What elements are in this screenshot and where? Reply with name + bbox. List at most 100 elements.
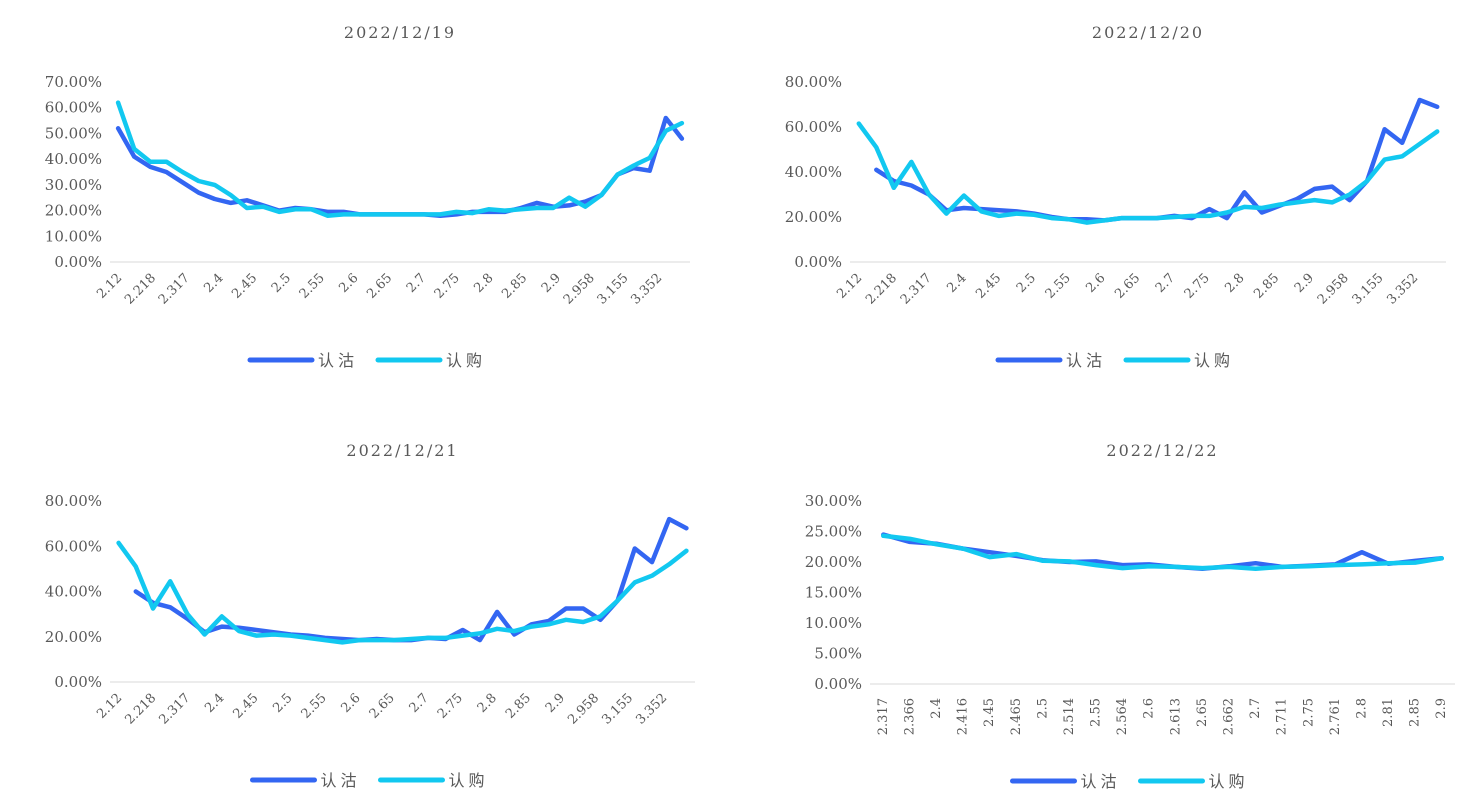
- line-chart-1221: 2022/12/21 0.00% 20.00% 40.00% 60.00% 80.00% 2…: [45, 441, 695, 790]
- series-line-call: [856, 121, 1440, 225]
- x-tick-label: 2.9: [1434, 698, 1449, 719]
- x-tick-label: 2.75: [435, 691, 466, 722]
- x-tick-label: 2.81: [1381, 698, 1396, 727]
- y-tick-label: 20.00%: [785, 208, 842, 226]
- chart-panel-1221: 2022/12/21 0.00% 20.00% 40.00% 60.00% 80.00% 2…: [0, 420, 740, 807]
- x-tick-label: 2.317: [876, 698, 891, 735]
- legend-put: 认沽: [995, 351, 1106, 370]
- x-tick-label: 2.65: [1195, 698, 1210, 727]
- x-tick-label: 2.7: [407, 691, 432, 716]
- legend-call-label: 认购: [1209, 772, 1249, 791]
- x-tick-label: 2.317: [898, 271, 935, 308]
- x-tick-label: 2.9: [1292, 271, 1317, 296]
- x-tick-label: 2.12: [834, 271, 865, 302]
- x-tick-label: 2.7: [404, 271, 429, 296]
- y-tick-label: 20.00%: [805, 553, 862, 571]
- chart-panel-1219: 2022/12/19 0.00% 10.00% 20.00% 30.00% 40.00% 5…: [0, 0, 740, 400]
- x-tick-label: 2.366: [902, 698, 917, 735]
- x-tick-label: 2.218: [122, 691, 159, 728]
- x-tick-label: 2.75: [1182, 271, 1213, 302]
- x-tick-label: 2.218: [863, 271, 900, 308]
- x-tick-label: 2.85: [1251, 271, 1282, 302]
- x-tick-label: 2.5: [269, 271, 294, 296]
- y-tick-label: 0.00%: [814, 675, 862, 693]
- x-tick-label: 2.564: [1115, 698, 1130, 735]
- y-tick-label: 20.00%: [45, 628, 102, 646]
- x-tick-label: 2.4: [202, 691, 227, 716]
- x-tick-label: 2.65: [364, 271, 395, 302]
- x-tick-label: 2.416: [956, 698, 971, 735]
- legend-call: 认购: [1138, 772, 1249, 791]
- x-tick-label: 2.8: [475, 691, 500, 716]
- y-tick-label: 60.00%: [45, 99, 102, 117]
- x-tick-label: 2.7: [1153, 271, 1178, 296]
- x-tick-label: 2.6: [339, 691, 364, 716]
- legend-put-label: 认沽: [1081, 772, 1121, 791]
- x-tick-label: 2.4: [929, 698, 944, 719]
- x-tick-label: 2.6: [1083, 271, 1108, 296]
- x-tick-label: 2.958: [561, 271, 598, 308]
- legend-call-label: 认购: [446, 351, 486, 370]
- y-tick-label: 40.00%: [45, 150, 102, 168]
- x-tick-label: 2.65: [1112, 271, 1143, 302]
- x-tick-label: 2.85: [499, 271, 530, 302]
- legend-put: 认沽: [247, 351, 358, 370]
- y-tick-label: 5.00%: [814, 645, 862, 663]
- x-tick-label: 2.55: [1089, 698, 1104, 727]
- x-tick-label: 2.8: [471, 271, 496, 296]
- x-tick-label: 2.9: [543, 691, 568, 716]
- x-tick-label: 2.9: [539, 271, 564, 296]
- series-line-put: [115, 115, 685, 218]
- x-tick-label: 2.317: [156, 271, 193, 308]
- x-tick-label: 2.55: [1043, 271, 1074, 302]
- y-tick-label: 10.00%: [805, 614, 862, 632]
- legend-put-label: 认沽: [321, 771, 361, 790]
- y-tick-label: 10.00%: [45, 227, 102, 245]
- legend-call: 认购: [1123, 351, 1234, 370]
- x-tick-label: 3.352: [1384, 271, 1421, 308]
- x-tick-label: 2.8: [1354, 698, 1369, 719]
- line-chart-1220: 2022/12/20 0.00% 20.00% 40.00% 60.00% 80.00% 2…: [785, 23, 1446, 370]
- y-tick-label: 70.00%: [45, 73, 102, 91]
- y-tick-label: 50.00%: [45, 124, 102, 142]
- y-tick-label: 30.00%: [805, 492, 862, 510]
- x-tick-label: 2.4: [201, 271, 226, 296]
- chart-title: 2022/12/22: [1106, 441, 1218, 460]
- x-tick-label: 3.155: [599, 691, 636, 728]
- x-tick-label: 2.75: [432, 271, 463, 302]
- x-tick-label: 2.761: [1328, 698, 1343, 735]
- legend-put-label: 认沽: [1066, 351, 1106, 370]
- y-tick-label: 40.00%: [785, 163, 842, 181]
- x-tick-label: 3.155: [1350, 271, 1387, 308]
- x-tick-label: 2.45: [982, 698, 997, 727]
- x-tick-label: 2.514: [1062, 698, 1077, 735]
- legend-call: 认购: [378, 771, 489, 790]
- chart-panel-1222: 2022/12/22 0.00% 5.00% 10.00% 15.00% 20.00% 25…: [740, 420, 1479, 807]
- x-tick-label: 2.5: [1014, 271, 1039, 296]
- series-line-call: [115, 100, 685, 218]
- x-tick-label: 2.12: [94, 271, 125, 302]
- legend-call-label: 认购: [449, 771, 489, 790]
- line-chart-1222: 2022/12/22 0.00% 5.00% 10.00% 15.00% 20.00% 25…: [805, 441, 1455, 791]
- x-tick-label: 2.55: [299, 691, 330, 722]
- series-line-call: [881, 533, 1444, 571]
- x-tick-label: 2.45: [973, 271, 1004, 302]
- line-chart-1219: 2022/12/19 0.00% 10.00% 20.00% 30.00% 40.00% 5…: [45, 23, 690, 370]
- chart-title: 2022/12/20: [1092, 23, 1204, 42]
- legend-call-label: 认购: [1194, 351, 1234, 370]
- x-tick-label: 2.7: [1248, 698, 1263, 719]
- x-tick-label: 2.218: [122, 271, 159, 308]
- y-tick-label: 0.00%: [54, 673, 102, 691]
- y-tick-label: 0.00%: [54, 253, 102, 271]
- x-tick-label: 2.65: [367, 691, 398, 722]
- series-line-call: [116, 540, 689, 645]
- x-tick-label: 2.4: [944, 271, 969, 296]
- x-tick-label: 2.613: [1168, 698, 1183, 735]
- x-tick-label: 2.85: [1408, 698, 1423, 727]
- x-tick-label: 2.85: [503, 691, 534, 722]
- x-tick-label: 2.55: [297, 271, 328, 302]
- legend-put: 认沽: [250, 771, 361, 790]
- legend-put-label: 认沽: [318, 351, 358, 370]
- y-tick-label: 0.00%: [794, 253, 842, 271]
- legend-put: 认沽: [1010, 772, 1121, 791]
